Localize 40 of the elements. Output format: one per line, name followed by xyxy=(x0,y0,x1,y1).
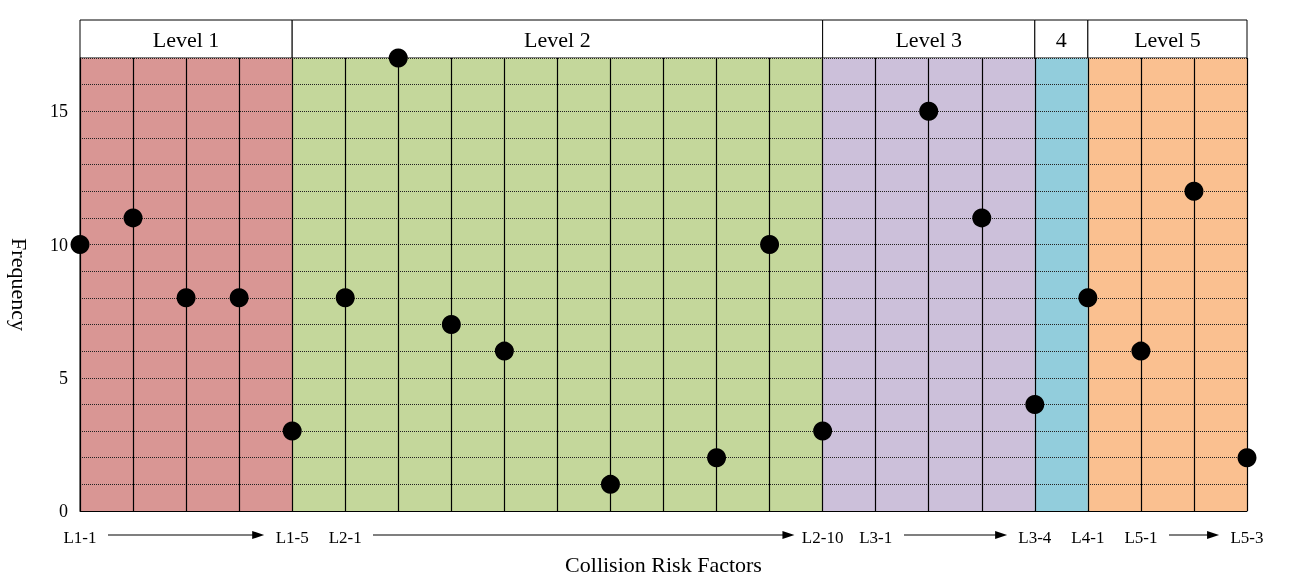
point xyxy=(1078,288,1098,308)
point xyxy=(760,235,780,255)
x-tick-label: L2-1 xyxy=(328,528,362,547)
x-tick-label: L3-4 xyxy=(1018,528,1052,547)
x-tick-label: L3-1 xyxy=(859,528,893,547)
x-tick-label: L1-1 xyxy=(63,528,97,547)
y-tick-label: 15 xyxy=(50,101,68,122)
point xyxy=(335,288,355,308)
x-tick-label: L1-5 xyxy=(275,528,309,547)
point xyxy=(123,208,143,228)
point xyxy=(600,474,620,494)
x-tick-label: L4-1 xyxy=(1071,528,1105,547)
point xyxy=(1184,181,1204,201)
band-label: Level 5 xyxy=(1134,26,1201,52)
point xyxy=(229,288,249,308)
band-label: 4 xyxy=(1055,26,1067,52)
point xyxy=(494,341,514,361)
point xyxy=(176,288,196,308)
point xyxy=(1131,341,1151,361)
y-tick-label: 10 xyxy=(50,234,68,255)
point xyxy=(1025,394,1045,414)
point xyxy=(972,208,992,228)
y-tick-label: 0 xyxy=(59,501,68,521)
point xyxy=(441,314,461,334)
x-tick-label: L5-3 xyxy=(1230,528,1264,547)
point xyxy=(1237,448,1257,468)
band-label: Level 1 xyxy=(152,26,220,52)
point xyxy=(707,448,727,468)
band-label: Level 3 xyxy=(895,26,963,52)
y-tick-label: 5 xyxy=(59,367,68,388)
point xyxy=(388,48,408,68)
point xyxy=(813,421,833,441)
point xyxy=(919,101,939,121)
x-tick-label: L2-10 xyxy=(801,528,844,547)
point xyxy=(70,235,90,255)
x-axis-title: Collision Risk Factors xyxy=(565,551,762,577)
y-axis-title: Frequency xyxy=(6,238,32,331)
x-tick-label: L5-1 xyxy=(1124,528,1158,547)
point xyxy=(282,421,302,441)
band-label: Level 2 xyxy=(524,26,591,52)
